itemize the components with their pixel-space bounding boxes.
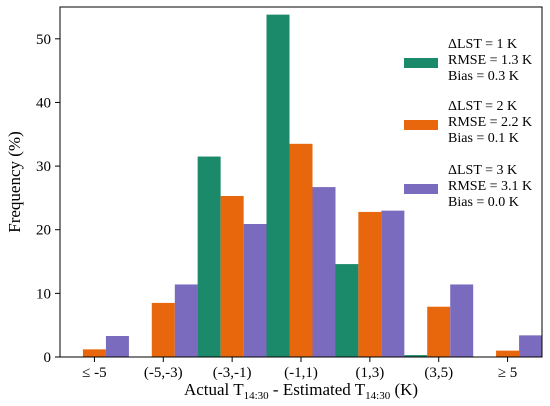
y-axis-label: Frequency (%) [5,131,24,233]
y-tick-label: 20 [36,223,51,239]
bar-series3-cat2 [174,284,198,357]
legend-rmse: RMSE = 3.1 K [448,179,532,194]
x-tick-label: (-1,1) [284,365,318,381]
legend-bias: Bias = 0.0 K [448,195,519,210]
x-axis-label-suffix: (K) [390,380,418,399]
legend-bias: Bias = 0.3 K [448,69,519,84]
bar-series1-cat5 [335,264,359,357]
bar-series1-cat3 [197,156,221,357]
legend-series-name: ΔLST = 3 K [448,163,517,178]
bar-series3-cat3 [243,224,267,357]
legend-swatch [404,120,438,130]
bar-series2-cat6 [427,306,451,357]
legend-swatch [404,58,438,68]
x-axis-label-prefix: Actual T [184,380,244,399]
y-tick-label: 0 [44,350,52,366]
y-tick-label: 40 [36,95,51,111]
bar-series1-cat6 [404,355,428,357]
x-tick-label: (3,5) [424,365,453,381]
x-tick-label: (1,3) [355,365,384,381]
x-axis-label-sub1: 14:30 [244,390,270,402]
bar-series2-cat2 [151,302,175,357]
bar-series3-cat1 [105,336,129,357]
bar-series3-cat7 [519,335,543,357]
x-tick-label: ≥ 5 [498,365,517,381]
bar-series2-cat4 [289,143,313,357]
x-tick-label: ≤ -5 [82,365,106,381]
legend-series-name: ΔLST = 1 K [448,37,517,52]
bar-series2-cat3 [220,196,244,357]
y-tick-label: 10 [36,286,51,302]
legend-rmse: RMSE = 2.2 K [448,115,532,130]
legend-bias: Bias = 0.1 K [448,131,519,146]
x-tick-label: (-3,-1) [213,365,252,381]
y-tick-label: 30 [36,159,51,175]
bars-group [82,14,543,357]
bar-series2-cat5 [358,211,382,357]
bar-series2-cat1 [82,349,106,357]
bar-series1-cat4 [266,14,290,357]
legend-rmse: RMSE = 1.3 K [448,53,532,68]
ticks-group: ≤ -5 (-5,-3) (-3,-1) (-1,1) (1,3) (3,5) ≥ 5 0 10… [36,32,517,381]
bar-series3-cat6 [450,284,474,357]
x-axis-label-sub2: 14:30 [365,390,391,402]
legend-series-name: ΔLST = 2 K [448,99,517,114]
legend-swatch [404,184,438,194]
x-tick-label: (-5,-3) [144,365,183,381]
x-axis-label: Actual T14:30 - Estimated T14:30 (K) [184,380,418,402]
bar-series3-cat5 [381,210,405,357]
bar-series3-cat4 [312,187,336,357]
x-axis-label-middle: - Estimated T [269,380,366,399]
y-tick-label: 50 [36,32,51,48]
bar-series2-cat7 [496,350,520,357]
